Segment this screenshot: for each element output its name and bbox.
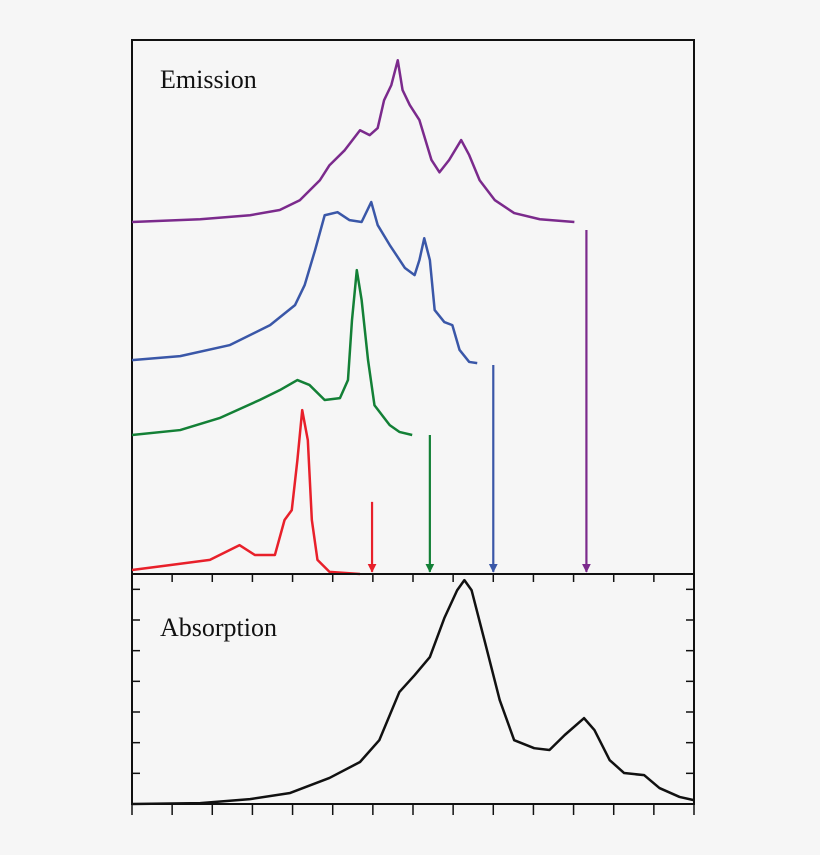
plot-frame: [131, 39, 695, 575]
series-line: [131, 59, 575, 224]
plot-frame: [131, 573, 695, 805]
panel-title: Absorption: [160, 613, 277, 642]
series-line: [131, 408, 361, 576]
series-line: [131, 578, 694, 806]
panel-title: Emission: [160, 65, 257, 94]
series-line: [131, 200, 478, 365]
series-line: [131, 268, 413, 437]
